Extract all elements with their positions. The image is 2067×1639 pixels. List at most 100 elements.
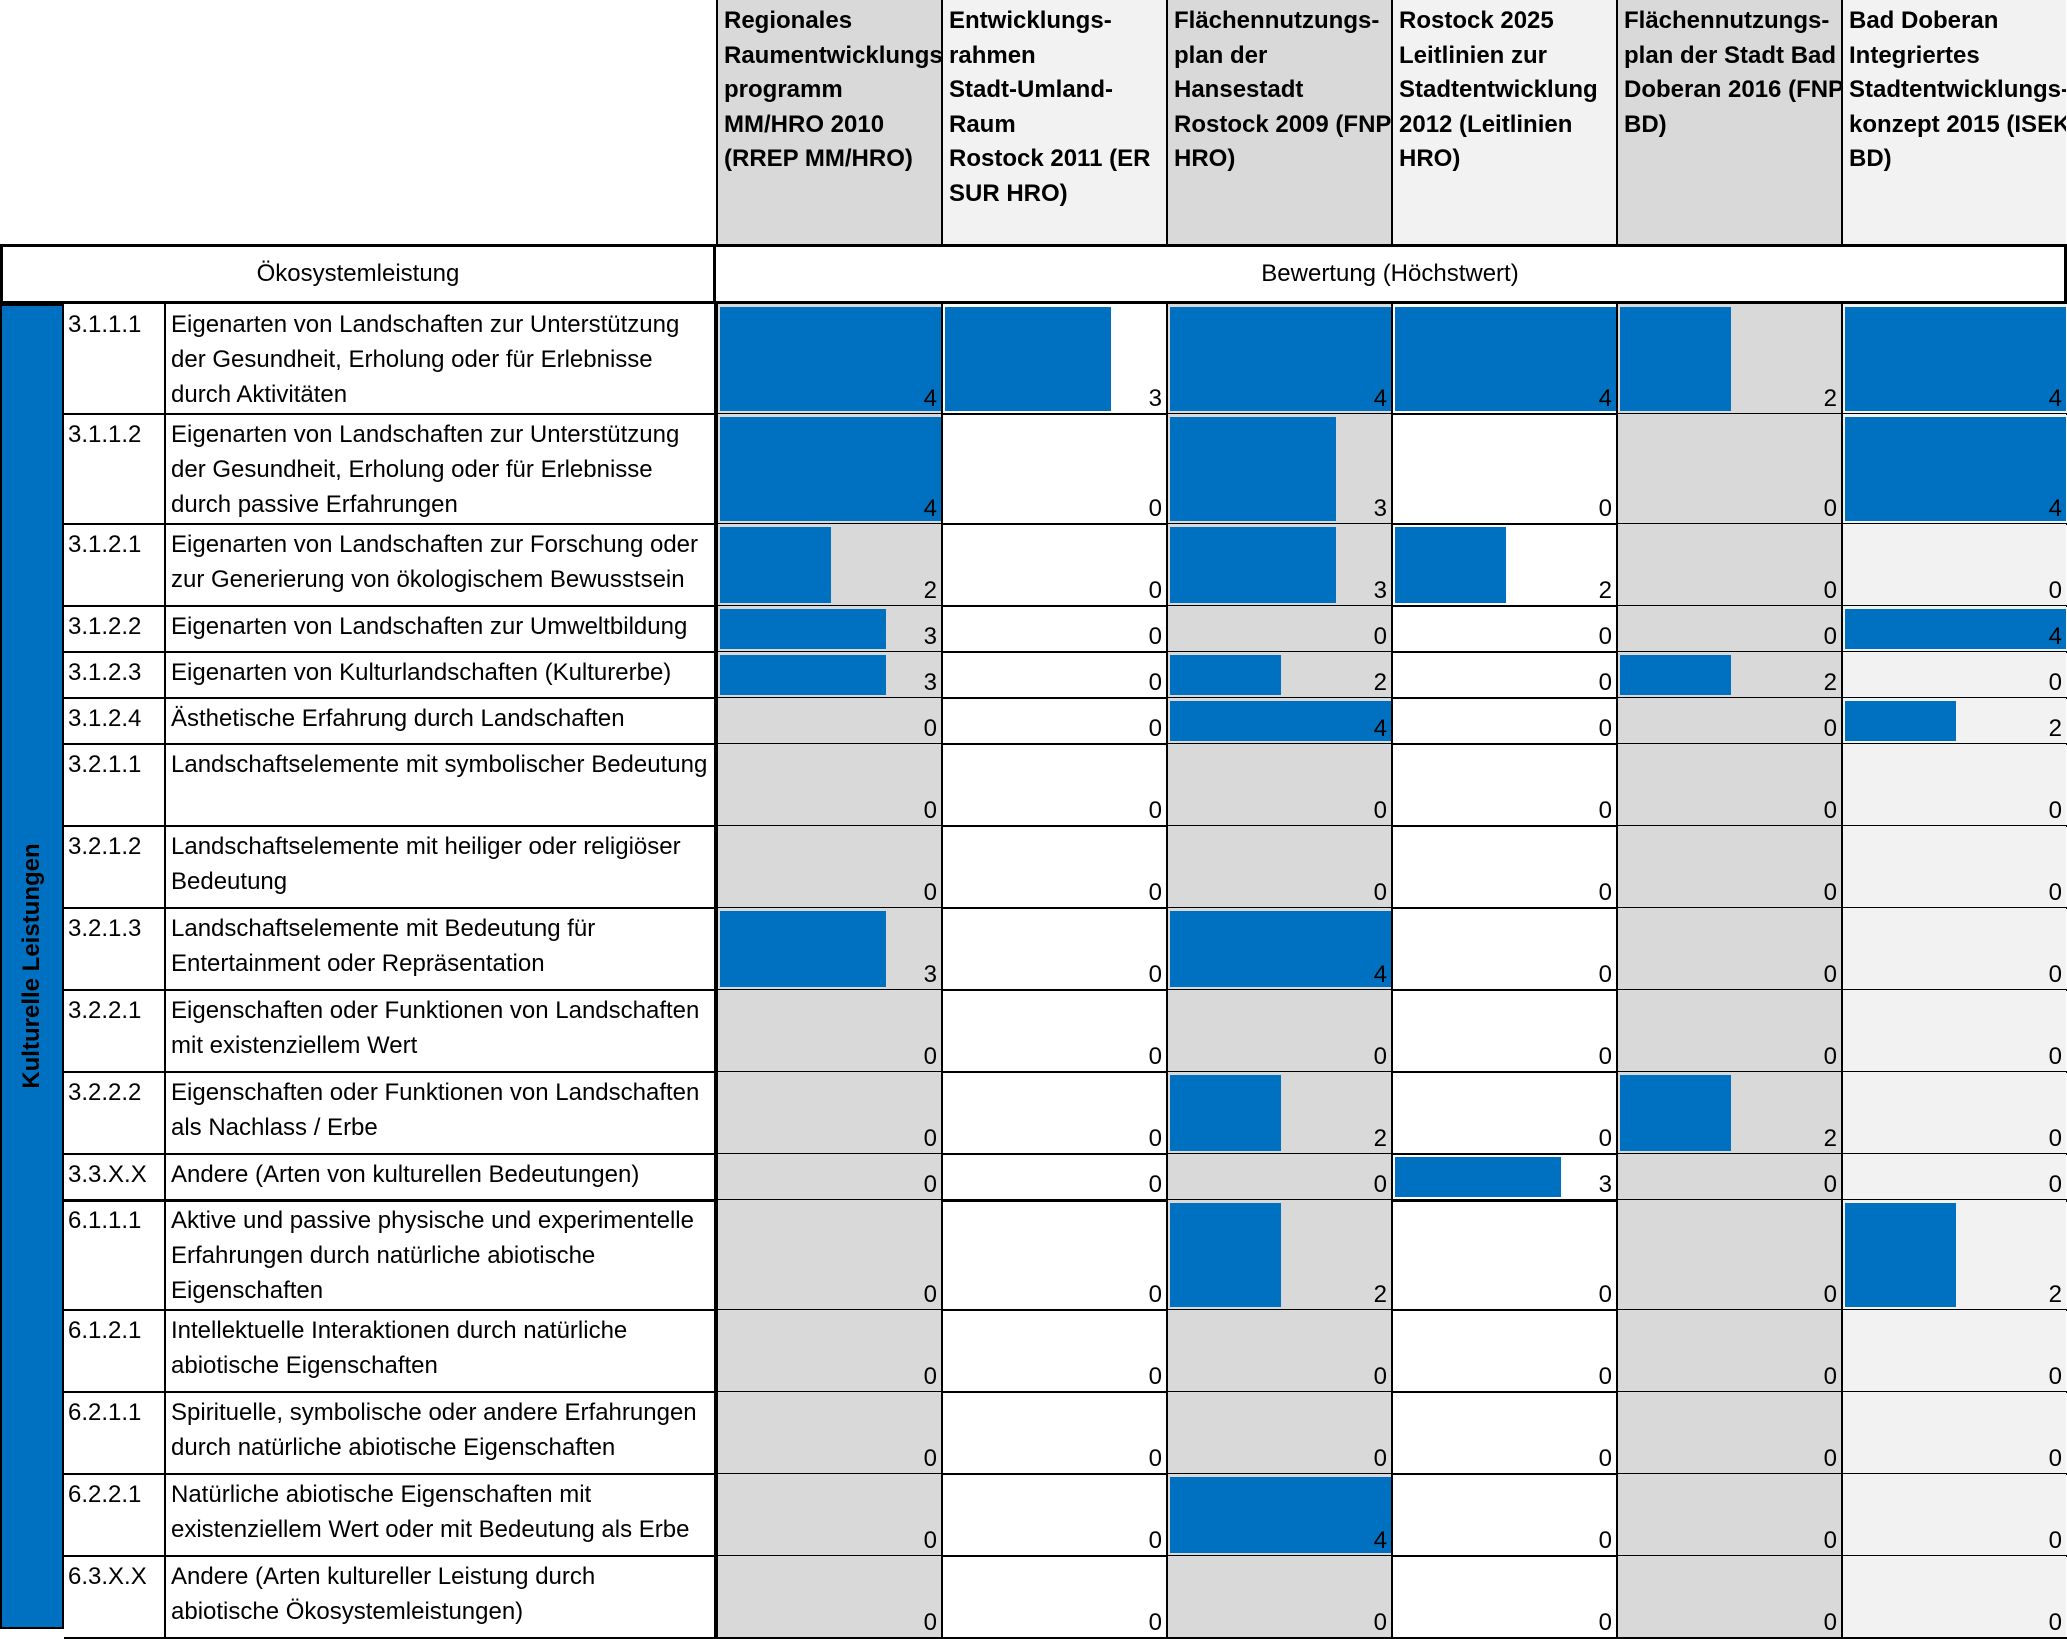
value-label: 0 [1823, 961, 1837, 988]
value-cell: 0 [1391, 826, 1616, 908]
value-label: 0 [2048, 1527, 2062, 1554]
column-header-line: Stadtentwicklung [1399, 76, 1598, 103]
value-label: 3 [923, 623, 937, 650]
value-cell: 0 [941, 524, 1166, 606]
value-label: 4 [1598, 385, 1612, 412]
value-label: 4 [2048, 623, 2062, 650]
value-bar [1170, 417, 1336, 521]
column-header-line: plan der [1174, 41, 1268, 69]
value-cell: 0 [1841, 908, 2066, 990]
value-label: 2 [1823, 1125, 1837, 1152]
value-cell: 0 [941, 1072, 1166, 1154]
value-cell: 0 [1391, 908, 1616, 990]
value-bar [1170, 1075, 1281, 1151]
value-cell: 0 [941, 1474, 1166, 1556]
table-row: 3.3.X.X Andere (Arten von kulturellen Bed… [64, 1154, 2067, 1200]
value-label: 0 [1598, 669, 1612, 696]
value-bar [720, 911, 886, 987]
value-label: 0 [923, 1527, 937, 1554]
table-row: 6.1.2.1 Intellektuelle Interaktionen durc… [64, 1310, 2067, 1392]
value-label: 0 [1823, 1609, 1837, 1636]
value-bar [1170, 1477, 1391, 1553]
value-label: 2 [923, 577, 937, 604]
value-cell: 0 [941, 414, 1166, 524]
value-bar [1170, 527, 1336, 603]
value-cell: 0 [941, 606, 1166, 652]
value-label: 2 [2048, 1281, 2062, 1308]
value-bar [1620, 307, 1731, 411]
value-label: 0 [1598, 1363, 1612, 1390]
value-label: 0 [1823, 797, 1837, 824]
row-code: 6.2.1.1 [64, 1392, 166, 1474]
value-label: 0 [923, 1281, 937, 1308]
value-label: 0 [2048, 961, 2062, 988]
value-label: 0 [1148, 879, 1162, 906]
table-row: 6.3.X.X Andere (Arten kultureller Leistun… [64, 1556, 2067, 1638]
value-label: 4 [923, 385, 937, 412]
value-label: 0 [1823, 1527, 1837, 1554]
row-code: 3.1.2.4 [64, 698, 166, 744]
value-label: 4 [1373, 961, 1387, 988]
value-bar [1620, 1075, 1731, 1151]
value-label: 0 [923, 1171, 937, 1198]
value-label: 0 [1823, 495, 1837, 522]
value-cell: 2 [1166, 1072, 1391, 1154]
value-bar [720, 417, 941, 521]
value-label: 3 [1148, 385, 1162, 412]
value-label: 0 [1373, 1363, 1387, 1390]
row-label: Ästhetische Erfahrung durch Landschaften [166, 698, 717, 744]
row-code: 3.2.1.2 [64, 826, 166, 908]
row-label: Spirituelle, symbolische oder andere Erf… [166, 1392, 717, 1474]
column-header-line: HRO) [1174, 145, 1236, 172]
value-cell: 0 [1391, 1474, 1616, 1556]
value-cell: 4 [1166, 698, 1391, 744]
value-label: 0 [1373, 1043, 1387, 1070]
value-cell: 0 [1166, 1556, 1391, 1638]
value-cell: 0 [1616, 698, 1841, 744]
value-bar [1845, 307, 2066, 411]
value-label: 2 [2048, 715, 2062, 742]
value-label: 0 [1148, 961, 1162, 988]
value-cell: 0 [1841, 1310, 2066, 1392]
row-code: 3.2.2.1 [64, 990, 166, 1072]
row-divider [64, 651, 2067, 653]
value-cell: 0 [941, 1556, 1166, 1638]
value-cell: 0 [1391, 698, 1616, 744]
value-label: 0 [1148, 1609, 1162, 1636]
value-bar [945, 307, 1111, 411]
value-cell: 4 [716, 304, 941, 414]
value-cell: 4 [1841, 414, 2066, 524]
row-divider [64, 825, 2067, 827]
value-label: 0 [1373, 623, 1387, 650]
table-row: 3.1.1.1 Eigenarten von Landschaften zur U… [64, 304, 2067, 414]
column-header-line: rahmen [949, 41, 1036, 69]
value-cell: 2 [1616, 304, 1841, 414]
value-label: 0 [1598, 715, 1612, 742]
value-label: 0 [923, 1445, 937, 1472]
column-header-line: Leitlinien zur [1399, 41, 1548, 69]
value-cell: 0 [941, 826, 1166, 908]
value-label: 0 [1598, 1125, 1612, 1152]
row-code: 3.2.1.3 [64, 908, 166, 990]
column-header-line: SUR HRO) [949, 179, 1068, 207]
value-bar [720, 609, 886, 649]
value-cell: 3 [941, 304, 1166, 414]
value-bar [1395, 307, 1616, 411]
value-label: 0 [1598, 1281, 1612, 1308]
value-label: 0 [2048, 1609, 2062, 1636]
column-header-line: 2012 (Leitlinien [1399, 110, 1573, 138]
value-bar [1170, 911, 1391, 987]
value-cell: 0 [1841, 826, 2066, 908]
value-cell: 0 [716, 990, 941, 1072]
value-cell: 4 [716, 414, 941, 524]
value-cell: 4 [1841, 606, 2066, 652]
value-cell: 0 [1391, 606, 1616, 652]
column-header-line: Hansestadt [1174, 76, 1304, 103]
row-code: 6.3.X.X [64, 1556, 166, 1638]
value-label: 2 [1373, 669, 1387, 696]
value-cell: 4 [1841, 304, 2066, 414]
column-header-line: Rostock 2011 (ER [949, 145, 1151, 172]
value-cell: 0 [1166, 606, 1391, 652]
column-header-line: (RREP MM/HRO) [724, 145, 913, 172]
value-label: 0 [1148, 495, 1162, 522]
